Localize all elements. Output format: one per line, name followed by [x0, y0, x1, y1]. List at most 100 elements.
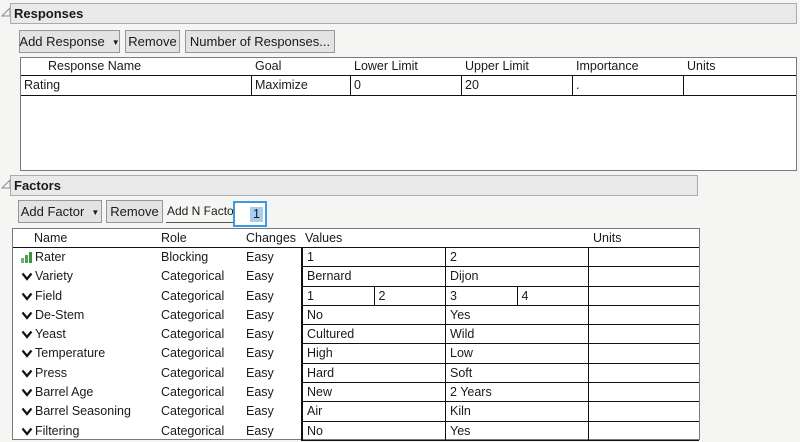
factor-row-barrel-seasoning: Barrel Seasoning Categorical Easy Air Ki… [13, 402, 699, 422]
response-name-cell[interactable]: Rating [21, 76, 252, 96]
factor-value-cell[interactable]: Air [303, 402, 446, 422]
factor-name[interactable]: Barrel Seasoning [35, 404, 131, 419]
col-header-units: Units [687, 59, 716, 73]
factor-units-cell[interactable] [589, 344, 699, 364]
factor-name[interactable]: Variety [35, 269, 73, 284]
add-factor-label: Add Factor [20, 204, 85, 219]
factor-name[interactable]: Press [35, 365, 67, 380]
factor-value-cell[interactable]: 2 [446, 248, 589, 268]
factor-changes[interactable]: Easy [246, 288, 274, 303]
factor-value-cell[interactable]: Soft [446, 363, 589, 384]
factor-rows: Rater Blocking Easy 1 2 Variety Categori… [13, 248, 699, 441]
factors-panel-header[interactable]: Factors [10, 175, 698, 196]
factor-role[interactable]: Categorical [161, 288, 225, 303]
factor-units-cell[interactable] [589, 287, 699, 306]
factor-units-cell[interactable] [589, 383, 699, 403]
factor-units-cell[interactable] [589, 267, 699, 287]
factor-values: 1 2 3 4 [301, 286, 589, 306]
factor-value-cell[interactable]: Yes [446, 305, 589, 326]
factor-value-cell[interactable]: No [303, 421, 446, 441]
factor-role[interactable]: Categorical [161, 269, 225, 284]
factor-value-cell[interactable]: High [303, 344, 446, 364]
response-goal-cell[interactable]: Maximize [252, 76, 351, 96]
categorical-icon[interactable] [21, 348, 33, 359]
factor-name[interactable]: Yeast [35, 327, 66, 342]
add-response-button[interactable]: Add Response ▼ [19, 30, 120, 53]
factor-value-cell[interactable]: Hard [303, 363, 446, 384]
add-n-factors-input[interactable]: 1 [233, 201, 267, 227]
col-header-importance: Importance [576, 59, 639, 73]
remove-response-button[interactable]: Remove [125, 30, 180, 53]
categorical-icon[interactable] [21, 387, 33, 398]
factor-name[interactable]: De-Stem [35, 307, 85, 322]
factor-value-cell[interactable]: No [303, 305, 446, 326]
factor-changes[interactable]: Easy [246, 404, 274, 419]
number-of-responses-button[interactable]: Number of Responses... [185, 30, 335, 53]
number-of-responses-label: Number of Responses... [189, 34, 331, 49]
factor-value-cell[interactable]: Dijon [446, 267, 589, 287]
factor-name[interactable]: Rater [35, 250, 66, 264]
factor-value-cell[interactable]: Bernard [303, 267, 446, 287]
factor-role[interactable]: Blocking [161, 250, 209, 264]
response-importance-cell[interactable]: . [573, 76, 684, 96]
factor-changes[interactable]: Easy [246, 327, 274, 342]
factor-role[interactable]: Categorical [161, 404, 225, 419]
remove-factor-button[interactable]: Remove [106, 200, 163, 223]
factor-changes[interactable]: Easy [246, 250, 274, 264]
factor-role[interactable]: Categorical [161, 385, 225, 400]
categorical-icon[interactable] [21, 310, 33, 321]
factor-value-cell[interactable]: New [303, 383, 446, 403]
factor-changes[interactable]: Easy [246, 307, 274, 322]
factor-row-yeast: Yeast Categorical Easy Cultured Wild [13, 325, 699, 345]
factor-units-cell[interactable] [589, 306, 699, 326]
factor-changes[interactable]: Easy [246, 365, 274, 380]
factor-row-barrel-age: Barrel Age Categorical Easy New 2 Years [13, 383, 699, 403]
factor-units-cell[interactable] [589, 402, 699, 422]
factor-value-cell[interactable]: Wild [446, 325, 589, 345]
responses-panel-header[interactable]: Responses [10, 3, 797, 24]
factor-value-cell[interactable]: 2 [374, 286, 446, 306]
factor-value-cell[interactable]: 1 [303, 248, 446, 268]
factor-role[interactable]: Categorical [161, 423, 225, 438]
factor-name[interactable]: Field [35, 288, 63, 303]
col-header-name: Name [34, 231, 68, 245]
factor-role[interactable]: Categorical [161, 327, 225, 342]
factor-role[interactable]: Categorical [161, 307, 225, 322]
factor-units-cell[interactable] [589, 422, 699, 441]
factor-role[interactable]: Categorical [161, 365, 225, 380]
factor-changes[interactable]: Easy [246, 346, 274, 361]
factor-name[interactable]: Barrel Age [35, 385, 94, 400]
response-units-cell[interactable] [684, 76, 796, 96]
categorical-icon[interactable] [21, 368, 33, 379]
factor-row-variety: Variety Categorical Easy Bernard Dijon [13, 267, 699, 287]
response-upper-limit-cell[interactable]: 20 [462, 76, 573, 96]
add-factor-button[interactable]: Add Factor ▼ [18, 200, 102, 223]
factor-value-cell[interactable]: Yes [446, 421, 589, 441]
categorical-icon[interactable] [21, 291, 33, 302]
factor-value-cell[interactable]: 2 Years [446, 383, 589, 403]
categorical-icon[interactable] [21, 271, 33, 282]
factor-name[interactable]: Filtering [35, 423, 80, 438]
factor-units-cell[interactable] [589, 248, 699, 268]
categorical-icon[interactable] [21, 426, 33, 437]
factor-role[interactable]: Categorical [161, 346, 225, 361]
factor-changes[interactable]: Easy [246, 423, 274, 438]
response-lower-limit-cell[interactable]: 0 [351, 76, 462, 96]
factor-value-cell[interactable]: Low [446, 344, 589, 364]
categorical-icon[interactable] [21, 329, 33, 340]
factor-units-cell[interactable] [589, 325, 699, 345]
categorical-icon[interactable] [21, 406, 33, 417]
factor-values: Cultured Wild [301, 325, 589, 345]
factor-value-cell[interactable]: Cultured [303, 325, 446, 345]
factor-changes[interactable]: Easy [246, 385, 274, 400]
dropdown-arrow-icon: ▼ [111, 38, 120, 47]
factor-value-cell[interactable]: Kiln [446, 402, 589, 422]
factor-value-cell[interactable]: 4 [517, 286, 589, 306]
factor-changes[interactable]: Easy [246, 269, 274, 284]
factor-value-cell[interactable]: 3 [446, 286, 518, 306]
factor-units-cell[interactable] [589, 364, 699, 384]
factor-value-cell[interactable]: 1 [303, 286, 375, 306]
factor-name[interactable]: Temperature [35, 346, 106, 361]
blocking-icon[interactable] [21, 252, 33, 263]
